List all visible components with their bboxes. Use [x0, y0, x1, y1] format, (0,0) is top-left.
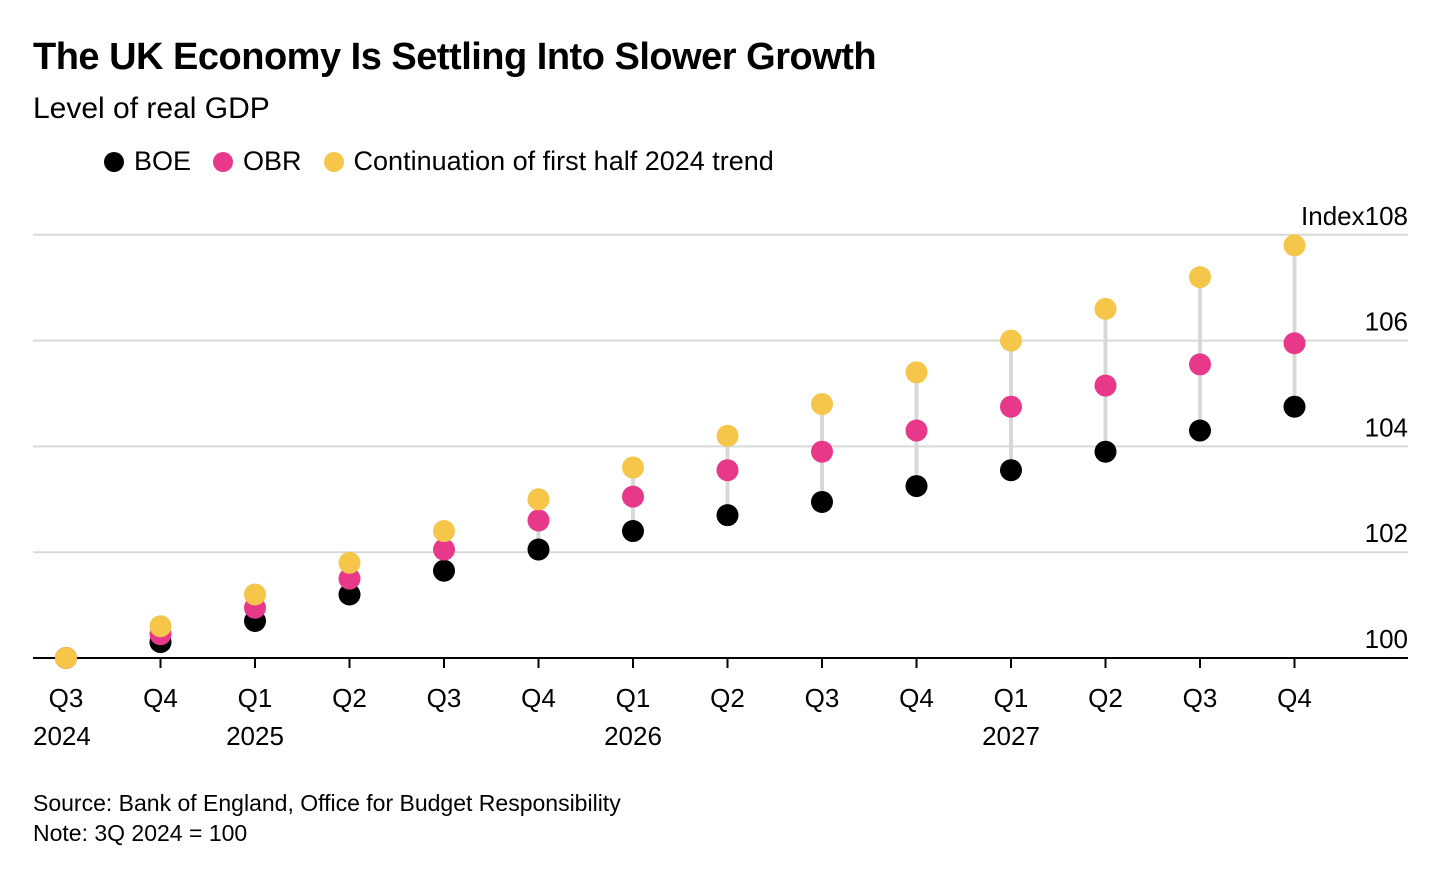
point-boe [433, 559, 455, 582]
x-tick-label: Q4 [143, 683, 178, 713]
legend-item-obr: OBR [213, 146, 302, 177]
point-trend [244, 583, 266, 606]
legend-label-obr: OBR [243, 146, 302, 176]
point-boe [338, 583, 361, 606]
point-boe [811, 490, 833, 513]
x-tick-label: Q3 [1183, 683, 1218, 713]
x-year-label: 2027 [982, 721, 1040, 751]
point-obr [811, 440, 833, 463]
x-tick-label: Q4 [1277, 683, 1312, 713]
x-year-label: 2025 [226, 721, 284, 751]
point-trend [149, 615, 172, 638]
point-trend [1189, 266, 1211, 289]
x-tick-label: Q3 [49, 683, 84, 713]
point-obr [433, 538, 455, 561]
point-trend [1283, 234, 1306, 257]
x-year-label: 2026 [604, 721, 662, 751]
legend-label-boe: BOE [134, 146, 192, 176]
x-tick-label: Q4 [899, 683, 934, 713]
y-tick-label: 106 [1365, 307, 1408, 337]
y-tick-label: 104 [1365, 412, 1408, 442]
y-tick-label: 102 [1365, 518, 1408, 548]
x-tick-label: Q1 [616, 683, 651, 713]
x-tick-label: Q4 [521, 683, 556, 713]
legend: BOE OBR Continuation of first half 2024 … [104, 146, 796, 177]
point-obr [716, 459, 739, 482]
point-obr [905, 419, 928, 442]
point-obr [1283, 332, 1306, 355]
point-obr [1094, 374, 1117, 397]
footer: Source: Bank of England, Office for Budg… [33, 788, 621, 848]
legend-label-trend: Continuation of first half 2024 trend [353, 146, 774, 176]
point-trend [716, 424, 739, 447]
y-tick-label: 100 [1365, 624, 1408, 654]
legend-swatch-trend [323, 151, 344, 172]
data-points [55, 234, 1306, 669]
point-boe [1000, 459, 1022, 482]
x-tick-label: Q3 [805, 683, 840, 713]
source-note: Source: Bank of England, Office for Budg… [33, 790, 621, 816]
x-tick-label: Q3 [427, 683, 462, 713]
point-obr [622, 485, 644, 508]
axis-labels: 100 102 104 106 Index108 Q3 2024 Q4 Q1 2025 Q2 Q3 Q4… [33, 201, 1408, 751]
point-boe [905, 475, 928, 498]
x-tick-label: Q1 [238, 683, 273, 713]
point-boe [716, 504, 739, 527]
point-boe [1283, 395, 1306, 418]
point-trend [1094, 297, 1117, 320]
point-obr [1189, 353, 1211, 376]
point-trend [1000, 329, 1022, 352]
x-tick-label: Q2 [710, 683, 745, 713]
legend-swatch-obr [213, 151, 234, 172]
point-boe [622, 520, 644, 543]
point-trend [55, 647, 77, 669]
point-boe [1189, 419, 1211, 442]
point-boe [1094, 440, 1117, 463]
point-trend [527, 488, 550, 511]
point-obr [527, 509, 550, 532]
x-year-label: 2024 [33, 721, 91, 751]
x-tick-label: Q1 [994, 683, 1029, 713]
legend-item-trend: Continuation of first half 2024 trend [323, 146, 774, 177]
point-boe [527, 538, 550, 561]
point-obr [338, 567, 361, 590]
y-tick-label: Index108 [1301, 201, 1408, 231]
x-axis [33, 657, 1408, 668]
x-tick-label: Q2 [332, 683, 367, 713]
index-note: Note: 3Q 2024 = 100 [33, 820, 248, 846]
point-trend [433, 520, 455, 543]
gridlines [33, 233, 1408, 554]
point-trend [905, 361, 928, 384]
legend-swatch-boe [104, 151, 124, 172]
x-tick-label: Q2 [1088, 683, 1123, 713]
chart-subtitle: Level of real GDP [33, 92, 270, 125]
legend-item-boe: BOE [104, 146, 191, 177]
point-trend [338, 551, 361, 574]
point-obr [1000, 395, 1022, 418]
point-trend [622, 456, 644, 479]
chart-title: The UK Economy Is Settling Into Slower G… [33, 36, 877, 78]
point-trend [811, 393, 833, 416]
